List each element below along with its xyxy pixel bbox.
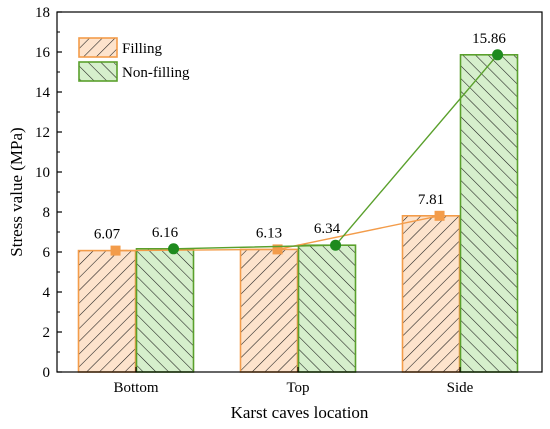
y-tick-label: 16 [35,45,51,61]
x-axis: Bottom Top Side [113,367,474,396]
bar-filling-side [401,215,461,373]
marker-filling-top [272,244,283,255]
overlay-lines-group [110,49,504,256]
marker-non-filling-top [330,239,342,251]
data-label-non-filling-bottom: 6.16 [152,225,179,241]
y-axis: 0 2 4 6 8 10 12 14 16 18 [35,5,62,381]
x-tick-label-top: Top [286,380,309,396]
y-tick-label: 0 [43,365,51,381]
bar-non-filling-top [297,244,357,373]
marker-non-filling-side [492,49,504,61]
data-labels-group: 6.07 6.13 7.81 6.16 6.34 15.86 [94,31,507,243]
marker-filling-bottom [110,245,121,256]
y-tick-label: 12 [35,125,50,141]
data-label-non-filling-side: 15.86 [472,31,506,47]
bars-group [77,53,519,373]
y-tick-label: 10 [35,165,50,181]
y-tick-label: 6 [43,245,51,261]
legend-swatch-non-filling [78,61,118,82]
data-label-filling-top: 6.13 [256,225,282,241]
x-tick-label-side: Side [447,380,474,396]
marker-non-filling-bottom [168,243,180,255]
y-tick-label: 2 [43,325,51,341]
data-label-filling-side: 7.81 [418,192,444,208]
y-tick-label: 18 [35,5,50,21]
bar-filling-top [239,248,299,373]
y-tick-label: 8 [43,205,51,221]
legend-swatch-filling [78,37,118,58]
y-tick-label: 4 [43,285,51,301]
x-tick-label-bottom: Bottom [113,380,158,396]
legend-label-filling: Filling [122,41,163,57]
data-label-filling-bottom: 6.07 [94,227,121,243]
bar-non-filling-bottom [135,248,195,373]
legend-label-non-filling: Non-filling [122,65,190,81]
legend: Filling Non-filling [78,37,190,82]
y-tick-label: 14 [35,85,51,101]
y-axis-title: Stress value (MPa) [7,127,26,256]
data-label-non-filling-top: 6.34 [314,221,341,237]
x-axis-title: Karst caves location [231,403,369,422]
marker-filling-side [434,210,445,221]
bar-non-filling-side [459,53,519,373]
bar-filling-bottom [77,249,137,373]
